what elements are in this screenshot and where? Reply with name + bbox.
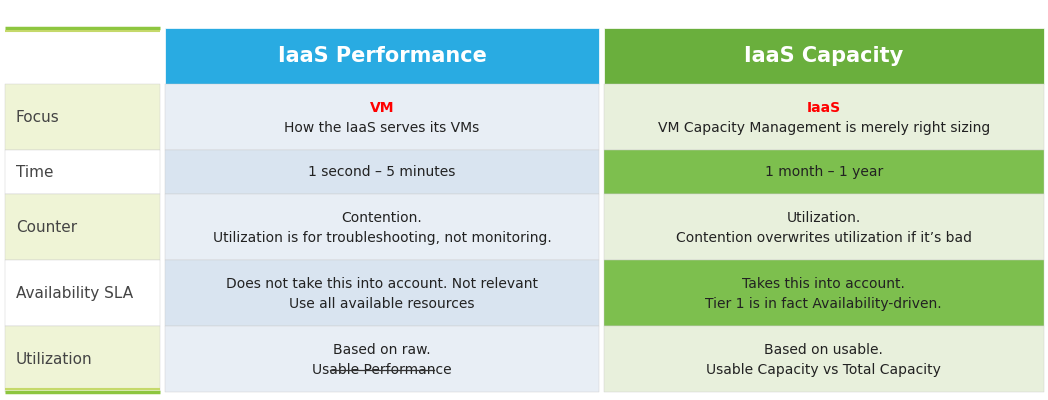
Text: Utilization: Utilization: [16, 352, 92, 366]
Text: VM: VM: [370, 102, 394, 116]
FancyBboxPatch shape: [604, 326, 1044, 392]
Text: Based on usable.: Based on usable.: [764, 344, 883, 358]
Text: Based on raw.: Based on raw.: [333, 344, 431, 358]
FancyBboxPatch shape: [5, 84, 160, 150]
Text: Utilization.: Utilization.: [787, 212, 860, 226]
FancyBboxPatch shape: [604, 194, 1044, 260]
Text: IaaS Performance: IaaS Performance: [278, 46, 486, 66]
Text: Counter: Counter: [16, 220, 77, 234]
FancyBboxPatch shape: [604, 84, 1044, 150]
Text: Tier 1 is in fact Availability-driven.: Tier 1 is in fact Availability-driven.: [705, 297, 942, 311]
FancyBboxPatch shape: [604, 28, 1044, 84]
Text: Contention.: Contention.: [342, 212, 422, 226]
FancyBboxPatch shape: [165, 150, 599, 194]
FancyBboxPatch shape: [5, 326, 160, 392]
Text: Usable Performance: Usable Performance: [312, 363, 452, 377]
FancyBboxPatch shape: [165, 28, 599, 84]
FancyBboxPatch shape: [5, 194, 160, 260]
FancyBboxPatch shape: [5, 150, 160, 194]
Text: Utilization is for troubleshooting, not monitoring.: Utilization is for troubleshooting, not …: [213, 231, 551, 245]
Text: VM Capacity Management is merely right sizing: VM Capacity Management is merely right s…: [657, 121, 990, 135]
FancyBboxPatch shape: [604, 260, 1044, 326]
FancyBboxPatch shape: [165, 194, 599, 260]
FancyBboxPatch shape: [165, 260, 599, 326]
Text: 1 month – 1 year: 1 month – 1 year: [765, 165, 882, 179]
Text: Takes this into account.: Takes this into account.: [742, 278, 905, 292]
FancyBboxPatch shape: [5, 28, 160, 84]
Text: Time: Time: [16, 164, 53, 180]
Text: IaaS Capacity: IaaS Capacity: [744, 46, 903, 66]
FancyBboxPatch shape: [165, 326, 599, 392]
FancyBboxPatch shape: [165, 84, 599, 150]
FancyBboxPatch shape: [5, 260, 160, 326]
Text: Does not take this into account. Not relevant: Does not take this into account. Not rel…: [226, 278, 538, 292]
Text: Use all available resources: Use all available resources: [289, 297, 475, 311]
Text: Usable Capacity vs Total Capacity: Usable Capacity vs Total Capacity: [706, 363, 941, 377]
Text: Focus: Focus: [16, 110, 60, 124]
Text: Availability SLA: Availability SLA: [16, 286, 133, 300]
Text: Contention overwrites utilization if it’s bad: Contention overwrites utilization if it’…: [676, 231, 971, 245]
Text: IaaS: IaaS: [807, 102, 840, 116]
FancyBboxPatch shape: [604, 150, 1044, 194]
Text: How the IaaS serves its VMs: How the IaaS serves its VMs: [284, 121, 480, 135]
Text: 1 second – 5 minutes: 1 second – 5 minutes: [308, 165, 456, 179]
